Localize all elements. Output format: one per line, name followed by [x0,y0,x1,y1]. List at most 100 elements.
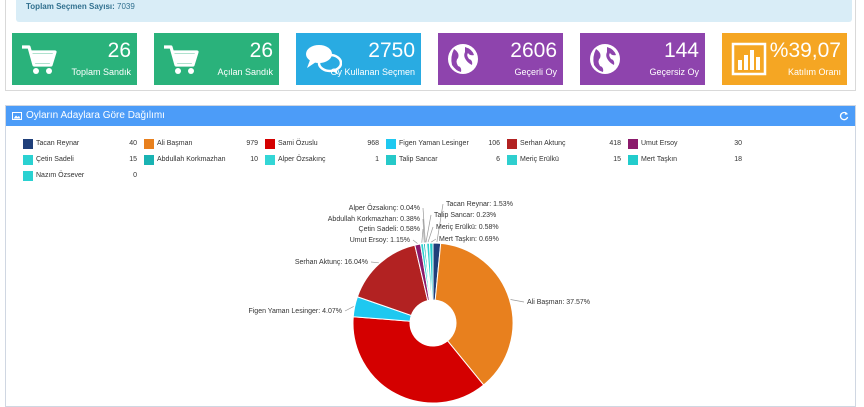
stat-value: %39,07 [769,39,841,62]
legend-swatch [386,155,396,165]
legend-item[interactable]: Talip Sancar 6 [386,154,504,166]
legend-item[interactable]: Tacan Reynar 40 [23,138,141,150]
stat-tile: 2606 Geçerli Oy [438,33,563,85]
legend-swatch [628,155,638,165]
legend-swatch [23,139,33,149]
slice-label-line [344,306,354,312]
legend-value: 979 [246,140,258,147]
legend-item[interactable]: Abdullah Korkmazhan 10 [144,154,262,166]
legend-label: Nazım Özsever [36,172,85,179]
slice-label: Abdullah Korkmazhan: 0.38% [328,216,420,223]
legend-item[interactable]: Figen Yaman Lesinger 106 [386,138,504,150]
info-value: 7039 [117,2,135,11]
slice-label: Umut Ersoy: 1.15% [350,237,410,244]
legend-label: Çetin Sadeli [36,156,74,163]
pie-chart: Tacan Reynar: 1.53% Ali Başman: 37.57% Fig… [248,201,590,404]
panel-title: Oyların Adaylara Göre Dağılımı [26,110,165,121]
slice-label: Meriç Erülkü: 0.58% [436,224,499,231]
legend-item[interactable]: Serhan Aktunç 418 [507,138,625,150]
slice-label: Tacan Reynar: 1.53% [446,201,513,208]
chart-panel: Oyların Adaylara Göre Dağılımı Tacan Rey… [5,105,856,407]
legend-item[interactable]: Çetin Sadeli 15 [23,154,141,166]
legend-value: 6 [496,156,500,163]
slice-label-line [422,218,425,243]
stat-label: Oy Kullanan Seçmen [330,67,415,77]
legend-swatch [507,155,517,165]
legend-label: Tacan Reynar [36,140,80,147]
legend-value: 40 [129,140,137,147]
pie-slice[interactable] [434,242,514,386]
slice-label-line [427,226,434,243]
legend-value: 18 [734,156,742,163]
legend-item[interactable]: Nazım Özsever 0 [23,170,141,182]
legend-label: Serhan Aktunç [520,140,566,147]
legend-label: Alper Özsakınç [278,156,326,163]
stat-value: 26 [249,39,273,62]
image-icon [12,112,22,120]
slice-label-line [436,203,444,243]
globe-icon [588,41,626,77]
legend-item[interactable]: Mert Taşkın 18 [628,154,746,166]
legend-item[interactable]: Meriç Erülkü 15 [507,154,625,166]
slice-label-line [370,261,379,264]
legend-swatch [386,139,396,149]
legend-label: Abdullah Korkmazhan [157,156,226,163]
refresh-icon[interactable] [839,111,849,121]
stat-tile: 144 Geçersiz Oy [580,33,705,85]
slice-label: Alper Özsakınç: 0.04% [349,204,420,212]
stat-tile: 26 Açılan Sandık [154,33,279,85]
panel-header: Oyların Adaylara Göre Dağılımı [6,106,855,126]
chat-bubbles-icon [304,41,343,77]
slice-label: Talip Sancar: 0.23% [434,212,496,219]
slice-label-line [412,239,418,244]
stat-tile: %39,07 Katılım Oranı [722,33,847,85]
legend-swatch [144,139,154,149]
stat-label: Katılım Oranı [787,67,841,77]
info-label: Toplam Seçmen Sayısı: [26,2,115,11]
legend-label: Umut Ersoy [641,140,678,147]
legend-label: Meriç Erülkü [520,156,559,163]
stat-tile: 26 Toplam Sandık [12,33,137,85]
stat-tile: 2750 Oy Kullanan Seçmen [296,33,421,85]
legend-item[interactable]: Ali Başman 979 [144,138,262,150]
slice-label: Figen Yaman Lesinger: 4.07% [248,308,342,315]
slice-label-line [425,214,432,243]
legend-value: 1 [375,156,379,163]
legend-value: 106 [488,140,500,147]
legend-swatch [23,155,33,165]
legend-value: 30 [734,140,742,147]
legend-swatch [23,171,33,181]
slice-label-line [421,228,424,243]
slice-label-line [422,207,426,243]
legend-value: 15 [613,156,621,163]
slice-label-line [510,299,525,303]
legend-swatch [507,139,517,149]
legend-swatch [265,155,275,165]
stat-value: 2606 [510,39,557,62]
stat-value: 26 [107,39,131,62]
bar-chart-icon [730,41,768,77]
summary-frame: Toplam Seçmen Sayısı: 7039 [5,0,856,91]
legend-label: Sami Özuslu [278,140,318,147]
legend-item[interactable]: Alper Özsakınç 1 [265,154,383,166]
slice-label: Mert Taşkın: 0.69% [439,236,499,243]
slice-label-line [431,238,437,243]
legend-swatch [265,139,275,149]
slice-label: Çetin Sadeli: 0.58% [359,226,420,233]
stat-label: Geçerli Oy [514,67,557,77]
stat-value: 2750 [368,39,415,62]
legend-label: Figen Yaman Lesinger [399,140,469,147]
pie-slice[interactable] [356,244,429,317]
info-bar: Toplam Seçmen Sayısı: 7039 [16,0,852,22]
legend-item[interactable]: Sami Özuslu 968 [265,138,383,150]
legend-value: 0 [133,172,137,179]
legend-swatch [628,139,638,149]
slice-label: Ali Başman: 37.57% [527,299,590,306]
stat-label: Açılan Sandık [217,67,273,77]
slice-label: Serhan Aktunç: 16.04% [295,259,368,266]
legend-value: 15 [129,156,137,163]
pie-slice[interactable] [429,242,434,301]
cart-icon [162,41,200,77]
legend-value: 418 [609,140,621,147]
legend-item[interactable]: Umut Ersoy 30 [628,138,746,150]
